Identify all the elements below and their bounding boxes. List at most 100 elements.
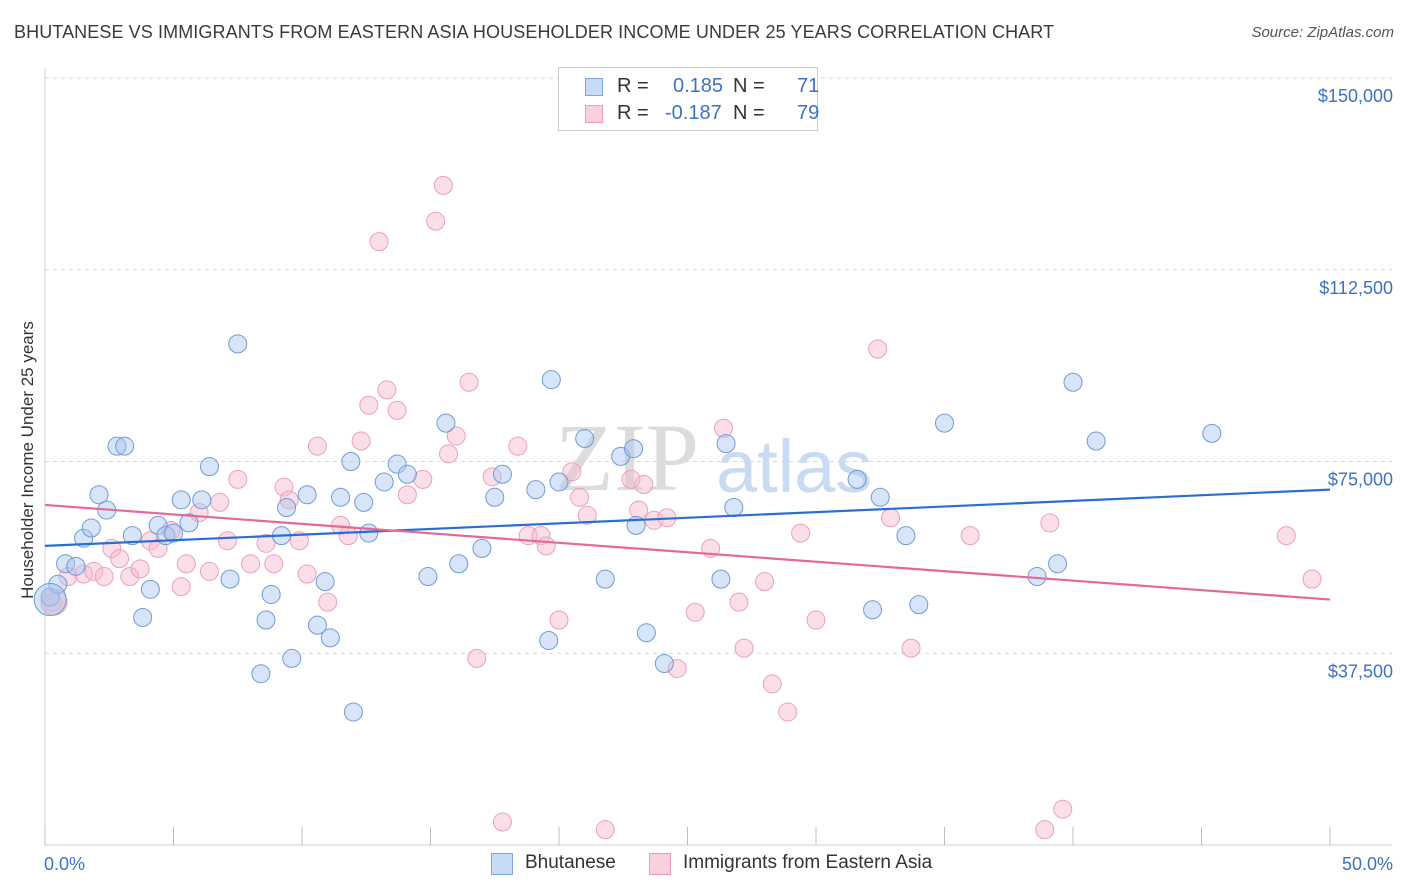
data-point-bhutanese <box>89 485 109 505</box>
data-point-immigrants <box>806 610 826 630</box>
data-point-bhutanese <box>595 569 615 589</box>
data-point-immigrants <box>120 567 140 587</box>
data-point-immigrants <box>58 567 78 587</box>
trend-line-immigrants <box>44 503 1331 601</box>
legend-n-label: N = <box>733 102 765 124</box>
data-point-immigrants <box>1053 799 1073 819</box>
data-point-bhutanese <box>636 623 656 643</box>
data-point-immigrants <box>176 554 196 574</box>
data-point-immigrants <box>791 523 811 543</box>
data-point-immigrants <box>1302 569 1322 589</box>
data-point-immigrants <box>94 567 114 587</box>
data-point-bhutanese <box>277 498 297 518</box>
watermark-atlas: atlas <box>716 425 872 508</box>
legend-swatch-blue <box>585 78 603 96</box>
data-point-bhutanese <box>935 413 954 433</box>
data-point-immigrants <box>318 592 338 612</box>
data-point-immigrants <box>241 554 261 574</box>
data-point-immigrants <box>577 505 597 525</box>
data-point-bhutanese <box>122 526 142 546</box>
data-point-bhutanese <box>654 653 674 673</box>
data-point-immigrants <box>595 820 615 840</box>
data-point-bhutanese <box>847 469 867 489</box>
data-point-bhutanese <box>74 528 94 548</box>
data-point-bhutanese <box>199 457 219 477</box>
data-point-immigrants <box>377 380 397 400</box>
y-tick-label: $150,000 <box>1318 86 1393 106</box>
bottom-legend-swatch-blue <box>491 853 513 875</box>
data-point-bhutanese <box>575 428 595 448</box>
data-point-immigrants <box>1035 820 1055 840</box>
data-point-immigrants <box>199 561 219 581</box>
data-point-bhutanese <box>624 439 644 459</box>
data-point-immigrants <box>130 559 150 579</box>
data-point-bhutanese <box>863 600 883 620</box>
data-point-bhutanese <box>711 569 731 589</box>
data-point-bhutanese <box>359 523 379 543</box>
data-point-immigrants <box>734 638 754 658</box>
series-immigrants-points <box>40 175 1322 840</box>
data-point-bhutanese <box>896 526 916 546</box>
data-point-bhutanese <box>539 630 559 650</box>
data-point-bhutanese-cluster <box>33 583 67 617</box>
data-point-immigrants <box>171 577 191 597</box>
data-point-immigrants <box>274 477 294 497</box>
legend-r-label: R = <box>617 75 649 97</box>
data-point-bhutanese <box>526 480 546 500</box>
data-point-bhutanese <box>115 436 135 456</box>
data-point-immigrants <box>549 610 569 630</box>
data-point-immigrants <box>289 531 309 551</box>
data-point-immigrants <box>901 638 921 658</box>
data-point-immigrants <box>755 572 775 592</box>
legend-n-label: N = <box>733 75 765 97</box>
data-point-bhutanese <box>449 554 469 574</box>
data-point-immigrants <box>467 648 487 668</box>
data-point-bhutanese <box>171 490 191 510</box>
data-point-immigrants <box>685 602 705 622</box>
data-point-immigrants <box>307 436 327 456</box>
legend-r-label: R = <box>617 102 649 124</box>
data-point-immigrants <box>279 490 299 510</box>
data-point-bhutanese <box>307 615 327 635</box>
data-point-immigrants <box>217 531 237 551</box>
data-point-bhutanese <box>251 664 271 684</box>
data-point-immigrants <box>228 469 248 489</box>
legend-n-value-blue: 71 <box>797 75 820 97</box>
data-point-bhutanese <box>541 370 561 390</box>
data-point-bhutanese <box>870 487 890 507</box>
x-tick-label: 0.0% <box>44 854 85 874</box>
data-point-immigrants <box>264 554 284 574</box>
data-point-bhutanese <box>261 584 281 604</box>
data-point-immigrants <box>1276 526 1296 546</box>
data-point-immigrants <box>433 175 453 195</box>
chart-title: BHUTANESE VS IMMIGRANTS FROM EASTERN ASI… <box>14 22 1055 42</box>
data-point-bhutanese <box>148 515 168 535</box>
data-point-bhutanese <box>66 556 86 576</box>
data-point-bhutanese <box>315 572 335 592</box>
data-point-immigrants <box>634 475 654 495</box>
data-point-bhutanese <box>1202 423 1222 443</box>
data-point-immigrants <box>84 561 104 581</box>
data-point-immigrants <box>397 485 417 505</box>
data-point-bhutanese <box>374 472 394 492</box>
data-point-bhutanese <box>320 628 340 648</box>
axes <box>44 68 1392 846</box>
data-point-immigrants <box>570 487 590 507</box>
data-point-bhutanese <box>716 434 736 454</box>
data-point-bhutanese <box>179 513 199 533</box>
data-point-immigrants <box>881 508 901 528</box>
data-point-immigrants <box>438 444 458 464</box>
correlation-legend: R = 0.185 N = 71 R = -0.187 N = 79 <box>558 67 820 131</box>
data-point-bhutanese <box>256 610 276 630</box>
data-point-bhutanese <box>192 490 212 510</box>
data-point-bhutanese <box>549 472 569 492</box>
bottom-legend-swatch-pink <box>649 853 671 875</box>
trend-lines <box>44 488 1331 601</box>
data-point-immigrants <box>256 533 276 553</box>
trend-line-bhutanese <box>44 488 1331 547</box>
data-point-immigrants <box>562 462 582 482</box>
data-point-immigrants <box>762 674 782 694</box>
y-tick-label: $75,000 <box>1328 470 1393 490</box>
data-point-bhutanese <box>133 607 153 627</box>
